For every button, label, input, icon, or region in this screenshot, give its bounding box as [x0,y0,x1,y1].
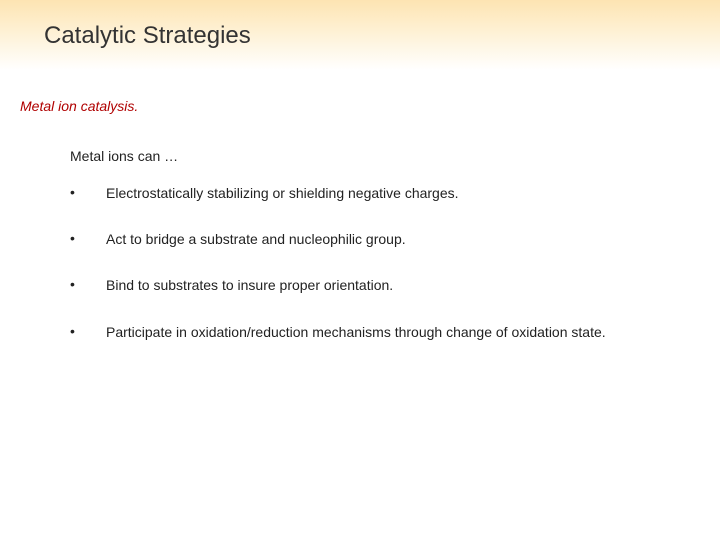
bullet-marker: • [70,276,106,292]
bullet-text: Act to bridge a substrate and nucleophil… [106,230,406,248]
list-item: • Electrostatically stabilizing or shiel… [70,184,690,202]
slide-subtitle: Metal ion catalysis. [20,98,138,114]
bullet-text: Participate in oxidation/reduction mecha… [106,323,606,341]
bullet-marker: • [70,184,106,200]
slide-title: Catalytic Strategies [44,22,251,50]
list-item: • Act to bridge a substrate and nucleoph… [70,230,690,248]
bullet-marker: • [70,323,106,339]
bullet-marker: • [70,230,106,246]
bullet-text: Bind to substrates to insure proper orie… [106,276,393,294]
list-item: • Bind to substrates to insure proper or… [70,276,690,294]
slide: Catalytic Strategies Metal ion catalysis… [0,0,720,540]
list-item: • Participate in oxidation/reduction mec… [70,323,690,341]
bullet-list: • Electrostatically stabilizing or shiel… [70,184,690,369]
intro-text: Metal ions can … [70,148,178,164]
bullet-text: Electrostatically stabilizing or shieldi… [106,184,459,202]
